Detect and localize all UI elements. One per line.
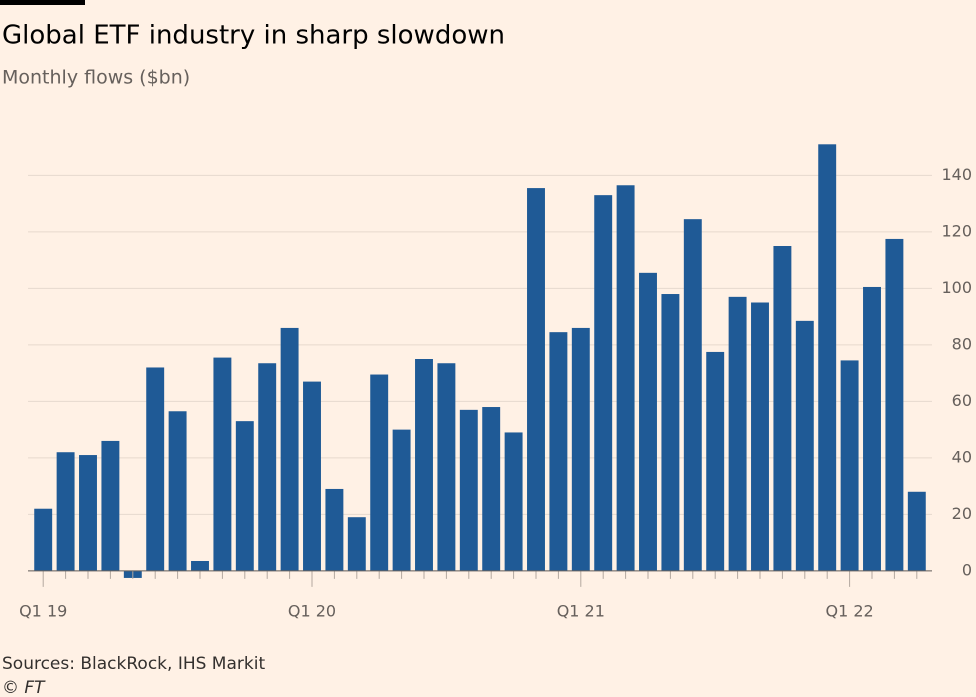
y-tick-label: 20 — [952, 504, 972, 523]
bar — [235, 421, 254, 571]
y-tick-label: 100 — [941, 278, 972, 297]
bar — [459, 409, 478, 571]
bar — [482, 407, 501, 571]
y-tick-label: 120 — [941, 221, 972, 240]
bar — [101, 440, 120, 571]
bar — [683, 219, 702, 571]
y-tick-label: 40 — [952, 447, 972, 466]
bar — [34, 508, 53, 571]
bar — [751, 302, 769, 571]
bar — [347, 517, 366, 571]
bar — [213, 357, 232, 571]
bar — [594, 195, 613, 571]
bar — [706, 351, 725, 571]
bar — [639, 272, 657, 571]
bar — [549, 332, 568, 571]
bar — [661, 294, 680, 571]
x-tick-label: Q1 21 — [557, 602, 605, 621]
y-tick-label: 0 — [962, 560, 972, 579]
bar — [885, 238, 904, 571]
credit: © FT — [2, 678, 46, 697]
bar — [907, 491, 926, 571]
bar — [818, 144, 837, 571]
bar — [415, 359, 433, 571]
bar — [146, 367, 165, 571]
source: Sources: BlackRock, IHS Markit — [2, 654, 265, 674]
y-tick-label: 140 — [941, 165, 972, 184]
brand-bar — [0, 0, 85, 5]
y-tick-label: 60 — [952, 391, 972, 410]
bar — [168, 411, 187, 571]
bar — [303, 381, 321, 571]
bar — [437, 363, 456, 571]
x-tick-label: Q1 22 — [825, 602, 873, 621]
y-tick-label: 80 — [952, 334, 972, 353]
bar — [840, 360, 859, 571]
bar — [773, 246, 792, 571]
chart-subtitle: Monthly flows ($bn) — [2, 67, 190, 89]
bar — [392, 429, 411, 571]
bar — [79, 455, 97, 571]
bar — [527, 188, 545, 571]
bar — [191, 560, 209, 571]
bar — [616, 185, 635, 571]
bar — [795, 320, 814, 571]
bar — [370, 374, 389, 571]
x-tick-label: Q1 20 — [288, 602, 336, 621]
bar — [863, 286, 881, 571]
x-tick-label: Q1 19 — [19, 602, 67, 621]
chart-title: Global ETF industry in sharp slowdown — [2, 21, 505, 51]
bar — [258, 363, 277, 571]
bar — [504, 432, 523, 571]
bar — [56, 452, 75, 571]
bar — [571, 327, 590, 571]
bar — [325, 488, 344, 571]
bar — [280, 327, 299, 571]
bar — [728, 296, 747, 571]
